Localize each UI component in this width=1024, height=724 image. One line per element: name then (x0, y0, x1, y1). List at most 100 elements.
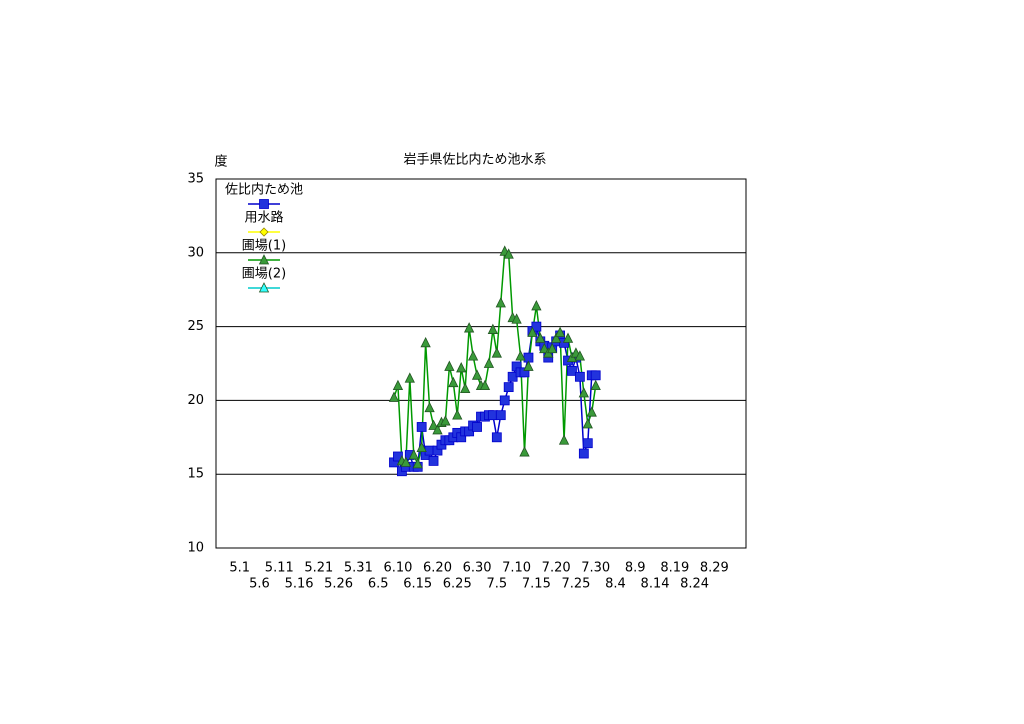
marker (420, 336, 431, 348)
x-tick-label: 8.24 (680, 577, 709, 592)
x-tick-label: 6.20 (423, 561, 452, 576)
marker (535, 332, 546, 343)
marker (259, 227, 269, 237)
y-tick-label: 20 (187, 393, 204, 408)
y-axis-label: 度 (214, 154, 227, 170)
x-tick-label: 6.15 (403, 577, 432, 592)
marker (472, 422, 482, 432)
marker (554, 326, 566, 337)
marker (460, 382, 471, 393)
marker (527, 326, 538, 337)
x-tick-label: 5.6 (249, 577, 270, 592)
marker (404, 372, 415, 383)
x-tick-label: 5.11 (265, 561, 294, 576)
marker (567, 365, 577, 376)
marker (578, 387, 589, 398)
marker (578, 448, 589, 459)
marker (452, 409, 463, 420)
x-tick-label: 7.5 (486, 577, 507, 592)
marker (491, 347, 502, 358)
marker (416, 422, 427, 432)
chart-title: 岩手県佐比内ため池水系 (403, 152, 546, 168)
plot-frame (215, 178, 747, 549)
marker (551, 332, 562, 343)
y-tick-label: 30 (187, 245, 204, 260)
x-tick-label: 8.4 (605, 577, 626, 592)
marker (495, 297, 506, 308)
x-tick-label: 7.20 (542, 561, 571, 576)
x-tick-label: 7.30 (581, 561, 610, 576)
x-tick-label: 8.19 (660, 561, 689, 576)
marker (444, 360, 455, 371)
x-tick-label: 5.21 (304, 561, 333, 576)
marker (456, 362, 467, 373)
marker (448, 376, 459, 388)
legend-label: 圃場(1) (242, 239, 286, 254)
marker (515, 350, 526, 361)
marker (491, 432, 502, 443)
marker (428, 419, 439, 430)
marker (388, 391, 400, 402)
marker (467, 350, 479, 361)
x-tick-label: 5.1 (229, 561, 250, 576)
x-tick-label: 5.26 (324, 577, 353, 592)
marker (582, 438, 593, 449)
marker (499, 395, 510, 406)
y-tick-label: 35 (187, 172, 204, 187)
marker (471, 369, 483, 380)
marker (523, 360, 534, 371)
marker (259, 199, 269, 209)
marker (511, 313, 522, 324)
x-tick-label: 8.29 (700, 561, 729, 576)
x-tick-label: 6.30 (463, 561, 492, 576)
marker (590, 379, 601, 391)
marker (258, 282, 270, 293)
marker (503, 248, 514, 259)
y-tick-label: 25 (187, 319, 204, 334)
marker (547, 342, 558, 354)
marker (479, 379, 491, 391)
marker (400, 456, 411, 467)
marker (487, 323, 499, 334)
marker (590, 370, 601, 381)
x-tick-label: 5.16 (285, 577, 314, 592)
marker (558, 434, 570, 445)
x-tick-label: 6.25 (443, 577, 472, 592)
marker (428, 456, 439, 466)
y-tick-label: 10 (187, 541, 204, 556)
x-tick-label: 6.5 (368, 577, 389, 592)
marker (531, 300, 542, 311)
y-tick-label: 15 (187, 467, 204, 482)
marker (408, 449, 419, 460)
legend-label: 佐比内ため池 (225, 182, 303, 198)
marker (519, 367, 530, 378)
legend-label: 用水路 (244, 210, 283, 226)
x-tick-label: 8.9 (625, 561, 646, 576)
legend-label: 圃場(2) (242, 267, 286, 282)
marker (416, 441, 427, 453)
marker (582, 418, 593, 429)
x-tick-label: 6.10 (383, 561, 412, 576)
x-tick-label: 5.31 (344, 561, 373, 576)
marker (562, 332, 574, 343)
marker (539, 342, 550, 354)
marker (440, 415, 451, 426)
marker (519, 446, 530, 457)
marker (531, 321, 542, 332)
series-line (393, 249, 597, 467)
marker (392, 379, 404, 391)
marker (258, 254, 270, 265)
marker (586, 406, 597, 417)
marker (495, 410, 506, 421)
marker (483, 357, 495, 368)
x-tick-label: 7.10 (502, 561, 531, 576)
marker (559, 337, 569, 348)
marker (424, 401, 435, 413)
marker (503, 382, 514, 393)
marker (432, 424, 443, 435)
x-tick-label: 8.14 (641, 577, 670, 592)
marker (412, 457, 423, 469)
x-tick-label: 7.15 (522, 577, 551, 592)
marker (463, 322, 475, 333)
